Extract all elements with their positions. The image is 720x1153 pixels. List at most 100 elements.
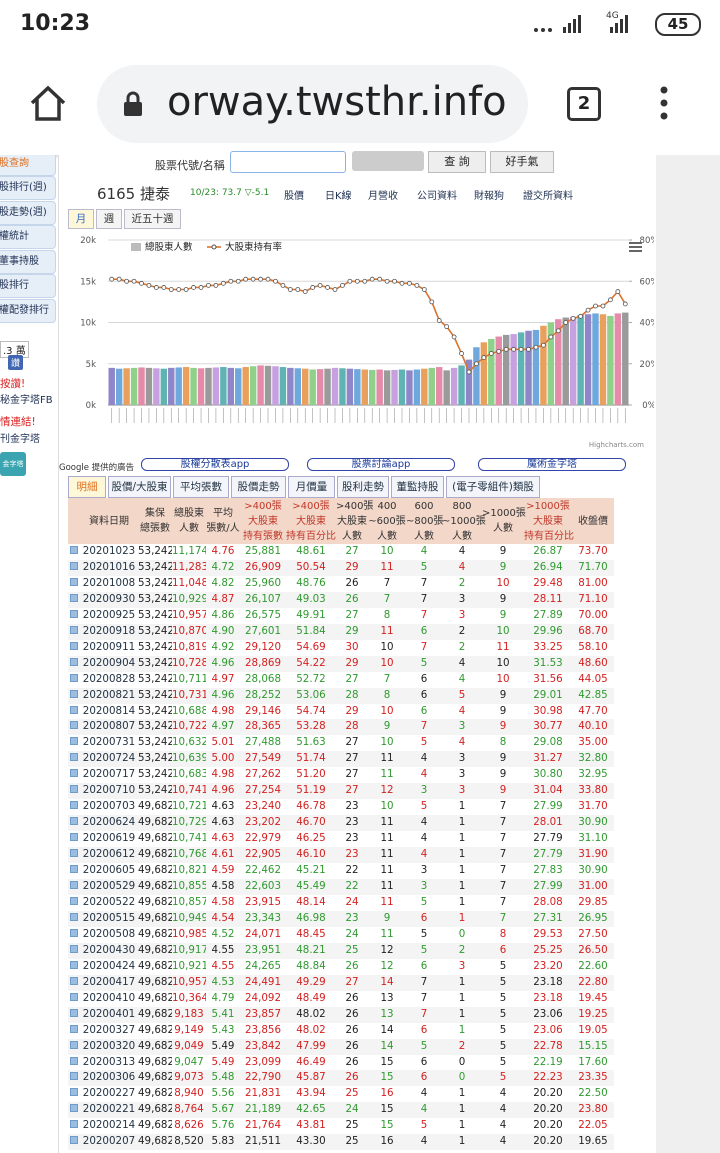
row-select[interactable] <box>68 687 80 704</box>
table-cell: 7 <box>499 832 507 845</box>
row-select[interactable] <box>68 544 80 560</box>
table-cell: 48.60 <box>572 655 614 672</box>
ad-link[interactable]: 股權分散表app <box>141 458 289 471</box>
sidebar-link[interactable]: 權配發排行 <box>0 299 56 323</box>
search-option[interactable] <box>352 151 424 171</box>
row-select[interactable] <box>68 959 80 975</box>
row-select[interactable] <box>68 1102 80 1119</box>
stock-link[interactable]: 股價 <box>284 191 304 202</box>
row-select[interactable] <box>68 1006 80 1023</box>
row-select[interactable] <box>68 863 80 879</box>
stock-link[interactable]: 公司資料 <box>417 191 457 202</box>
tab-switcher[interactable]: 2 <box>567 87 601 121</box>
chart-tab[interactable]: 近五十週 <box>124 209 181 229</box>
table-tab[interactable]: (電子零組件)類股 <box>446 476 540 498</box>
stock-link[interactable]: 日K線 <box>325 191 352 202</box>
sidebar-link[interactable]: 董事持股 <box>0 249 56 274</box>
table-cell: 49.03 <box>286 591 336 608</box>
browser-toolbar: orway.twsthr.info 2 <box>0 50 720 155</box>
badge[interactable]: 金字塔 <box>0 452 26 476</box>
sidebar-link[interactable]: 權統計 <box>0 225 56 250</box>
row-select[interactable] <box>68 1086 80 1102</box>
header-text: 人數 <box>414 530 434 542</box>
table-cell: 20200724 <box>80 751 138 768</box>
table-tab[interactable]: 董監持股 <box>391 476 444 498</box>
row-select[interactable] <box>68 847 80 864</box>
ad-link[interactable]: 股票討論app <box>307 458 455 471</box>
table-row: 20200710 53,242 10,741 4.96 27,254 51.19 27 12 3… <box>68 783 614 800</box>
row-select[interactable] <box>68 1055 80 1071</box>
sidebar-link[interactable]: 股走勢(週) <box>0 200 56 225</box>
stock-link[interactable]: 財報狗 <box>474 191 504 202</box>
row-select[interactable] <box>68 608 80 624</box>
table-cell: 11 <box>368 815 406 832</box>
header-text: 總張數 <box>140 523 170 534</box>
row-select[interactable] <box>68 1118 80 1134</box>
row-select[interactable] <box>68 927 80 943</box>
chart-tab[interactable]: 月 <box>68 209 94 229</box>
search-input[interactable] <box>230 151 346 173</box>
row-select[interactable] <box>68 1038 80 1055</box>
table-cell: 43.81 <box>296 1119 326 1132</box>
row-select[interactable] <box>68 1023 80 1039</box>
home-button[interactable] <box>28 83 68 123</box>
row-select[interactable] <box>68 974 80 991</box>
table-tab[interactable]: 股價走勢 <box>231 476 286 498</box>
menu-button[interactable] <box>656 85 672 125</box>
row-select[interactable] <box>68 591 80 608</box>
row-select[interactable] <box>68 991 80 1007</box>
row-select[interactable] <box>68 719 80 736</box>
row-select[interactable] <box>68 879 80 895</box>
friend-site[interactable]: 刊金字塔 <box>0 434 40 445</box>
row-select[interactable] <box>68 655 80 672</box>
checkbox <box>70 641 78 650</box>
address-bar[interactable]: orway.twsthr.info <box>97 65 528 143</box>
table-cell: 9 <box>368 719 406 736</box>
table-tab[interactable]: 明細 <box>68 476 106 498</box>
lucky-button[interactable]: 好手氣 <box>490 151 554 173</box>
table-cell: 1 <box>442 879 482 895</box>
sidebar-link[interactable]: 股查詢 <box>0 155 56 176</box>
row-select[interactable] <box>68 672 80 688</box>
sidebar-link[interactable]: 股排行(週) <box>0 176 56 200</box>
table-cell: 31.56 <box>533 672 563 685</box>
ad-link[interactable]: 魔術金字塔 <box>478 458 626 471</box>
row-select[interactable] <box>68 559 80 576</box>
table-tab[interactable]: 平均張數 <box>173 476 229 498</box>
row-select[interactable] <box>68 942 80 959</box>
row-select[interactable] <box>68 735 80 751</box>
row-select[interactable] <box>68 910 80 927</box>
like-button[interactable]: 讚 <box>8 355 24 370</box>
table-cell: 30.90 <box>572 815 614 832</box>
table-cell: 7 <box>383 672 391 685</box>
chart-menu[interactable] <box>629 242 642 252</box>
checkbox <box>70 657 78 666</box>
row-select[interactable] <box>68 576 80 592</box>
query-button[interactable]: 查 詢 <box>428 151 486 173</box>
row-select[interactable] <box>68 1134 80 1151</box>
stock-link[interactable]: 證交所資料 <box>523 191 573 202</box>
table-cell: 48.49 <box>296 991 326 1004</box>
table-cell: 23.35 <box>572 1070 614 1087</box>
row-select[interactable] <box>68 831 80 847</box>
fb-link[interactable]: 秘金字塔FB <box>0 395 53 406</box>
row-select[interactable] <box>68 1070 80 1087</box>
row-select[interactable] <box>68 815 80 832</box>
table-tab[interactable]: 股利走勢 <box>337 476 389 498</box>
row-select[interactable] <box>68 799 80 815</box>
row-select[interactable] <box>68 623 80 640</box>
sidebar-link[interactable]: 股排行 <box>0 274 56 299</box>
row-select[interactable] <box>68 640 80 656</box>
table-tab[interactable]: 股價/大股東 <box>108 476 171 498</box>
row-select[interactable] <box>68 767 80 783</box>
row-select[interactable] <box>68 895 80 911</box>
table-cell: 27.50 <box>578 927 608 940</box>
row-select[interactable] <box>68 751 80 768</box>
table-tab[interactable]: 月價量 <box>288 476 335 498</box>
table-cell: 48.84 <box>296 959 326 972</box>
chart-tab[interactable]: 週 <box>96 209 122 229</box>
row-select[interactable] <box>68 704 80 720</box>
y2-tick-label: 80% <box>640 236 654 246</box>
row-select[interactable] <box>68 783 80 800</box>
stock-link[interactable]: 月營收 <box>368 191 398 202</box>
